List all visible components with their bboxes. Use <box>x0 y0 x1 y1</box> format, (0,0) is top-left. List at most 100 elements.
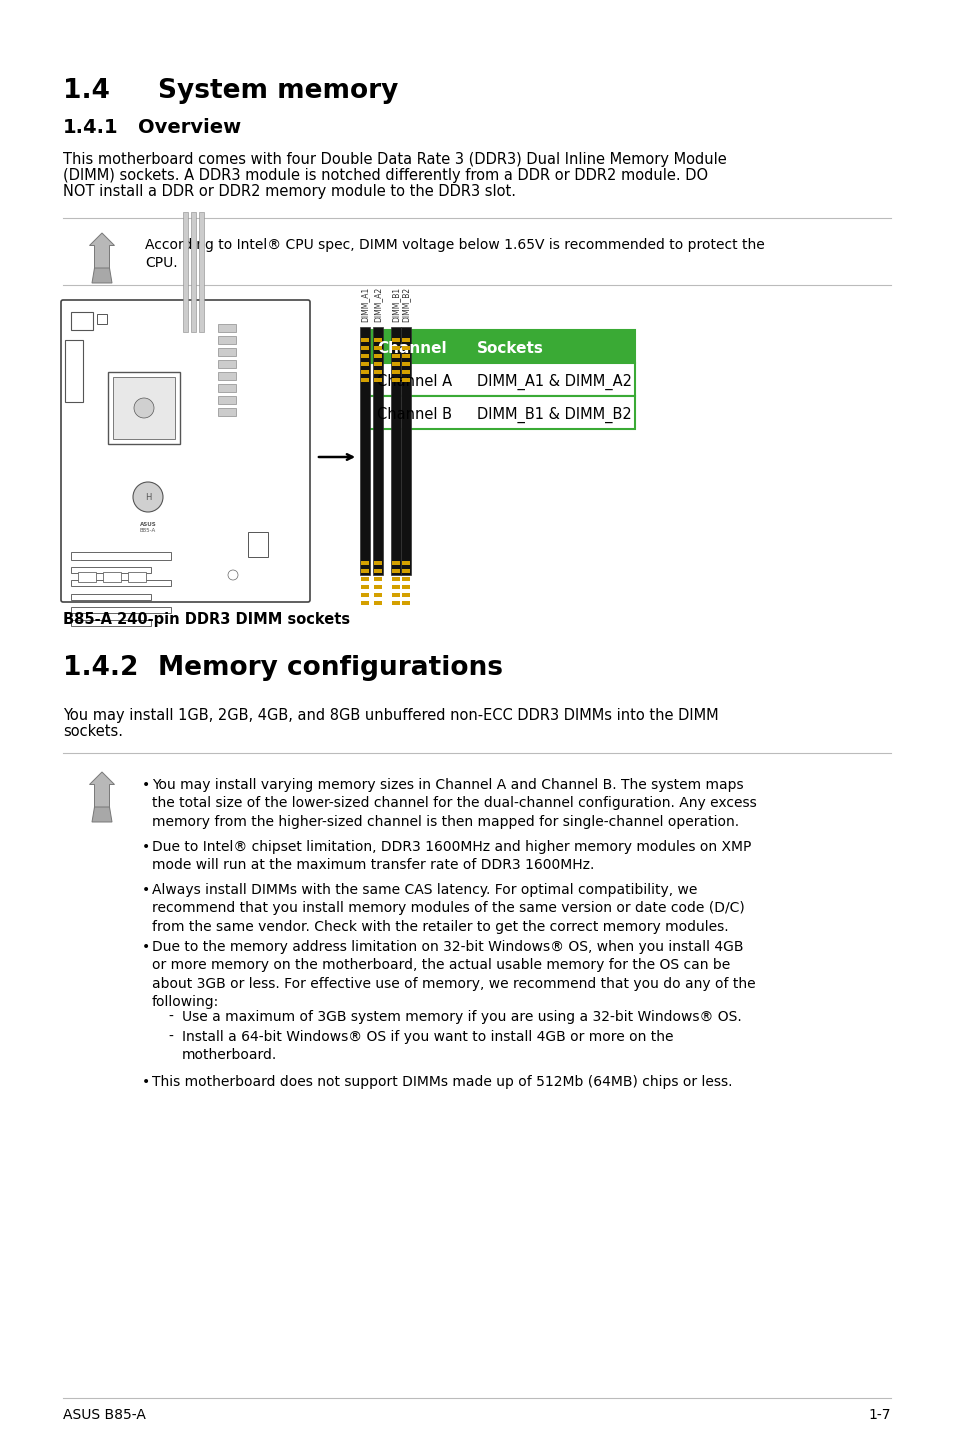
Text: NOT install a DDR or DDR2 memory module to the DDR3 slot.: NOT install a DDR or DDR2 memory module … <box>63 184 516 198</box>
Bar <box>392 601 399 605</box>
Text: Channel B: Channel B <box>376 407 452 421</box>
Bar <box>71 312 92 329</box>
Bar <box>365 329 635 362</box>
Text: DIMM_A2: DIMM_A2 <box>374 286 382 322</box>
Bar <box>360 370 369 374</box>
Bar <box>374 347 381 349</box>
Text: Overview: Overview <box>138 118 241 137</box>
Bar <box>359 326 370 575</box>
Polygon shape <box>90 233 114 270</box>
Bar <box>218 372 235 380</box>
Text: CPU.: CPU. <box>145 256 177 270</box>
Bar <box>400 326 411 575</box>
Text: DIMM_A1 & DIMM_A2: DIMM_A1 & DIMM_A2 <box>476 374 631 390</box>
Bar <box>78 572 96 582</box>
Bar <box>71 620 151 626</box>
Bar <box>401 378 410 383</box>
Bar <box>360 585 369 590</box>
Bar <box>360 347 369 349</box>
Text: B85-A: B85-A <box>140 528 156 533</box>
Bar <box>374 569 381 572</box>
Bar <box>218 408 235 416</box>
Bar <box>392 338 399 342</box>
Bar <box>401 569 410 572</box>
Polygon shape <box>91 807 112 823</box>
Text: Install a 64-bit Windows® OS if you want to install 4GB or more on the
motherboa: Install a 64-bit Windows® OS if you want… <box>182 1030 673 1063</box>
Bar <box>374 362 381 367</box>
Bar <box>218 360 235 368</box>
Bar <box>103 572 121 582</box>
Bar <box>401 561 410 565</box>
Bar <box>97 313 107 324</box>
Bar <box>108 372 180 444</box>
Text: According to Intel® CPU spec, DIMM voltage below 1.65V is recommended to protect: According to Intel® CPU spec, DIMM volta… <box>145 239 764 252</box>
Text: Due to Intel® chipset limitation, DDR3 1600MHz and higher memory modules on XMP
: Due to Intel® chipset limitation, DDR3 1… <box>152 840 751 873</box>
Bar <box>71 552 171 559</box>
Bar <box>392 378 399 383</box>
Bar <box>360 569 369 572</box>
Bar <box>392 347 399 349</box>
Bar <box>71 567 151 572</box>
Bar <box>401 338 410 342</box>
Bar <box>392 561 399 565</box>
Bar <box>392 585 399 590</box>
Bar <box>248 532 268 557</box>
Bar <box>374 378 381 383</box>
Bar <box>71 580 171 587</box>
Text: •: • <box>142 1076 150 1089</box>
Bar <box>401 370 410 374</box>
Bar <box>374 370 381 374</box>
Bar <box>360 561 369 565</box>
Text: You may install varying memory sizes in Channel A and Channel B. The system maps: You may install varying memory sizes in … <box>152 778 756 828</box>
Text: This motherboard does not support DIMMs made up of 512Mb (64MB) chips or less.: This motherboard does not support DIMMs … <box>152 1076 732 1089</box>
FancyBboxPatch shape <box>61 301 310 603</box>
Bar <box>392 370 399 374</box>
Text: System memory: System memory <box>158 78 398 104</box>
Bar <box>183 211 188 332</box>
Text: 1.4.1: 1.4.1 <box>63 118 118 137</box>
Bar <box>218 348 235 357</box>
Bar <box>374 354 381 358</box>
Text: Channel A: Channel A <box>376 374 452 390</box>
Bar <box>401 601 410 605</box>
Text: You may install 1GB, 2GB, 4GB, and 8GB unbuffered non-ECC DDR3 DIMMs into the DI: You may install 1GB, 2GB, 4GB, and 8GB u… <box>63 707 718 723</box>
Bar <box>374 338 381 342</box>
Circle shape <box>228 569 237 580</box>
Text: •: • <box>142 883 150 897</box>
Bar <box>401 592 410 597</box>
Text: Due to the memory address limitation on 32-bit Windows® OS, when you install 4GB: Due to the memory address limitation on … <box>152 940 755 1009</box>
Bar <box>392 592 399 597</box>
Bar <box>401 362 410 367</box>
Text: DIMM_B1: DIMM_B1 <box>391 286 400 322</box>
Text: Memory configurations: Memory configurations <box>158 654 502 682</box>
Bar <box>392 362 399 367</box>
Bar <box>373 326 382 575</box>
Bar <box>374 585 381 590</box>
Bar <box>71 607 171 613</box>
Circle shape <box>132 482 163 512</box>
Text: ASUS B85-A: ASUS B85-A <box>63 1408 146 1422</box>
Bar <box>401 354 410 358</box>
Bar <box>374 577 381 581</box>
Bar <box>360 338 369 342</box>
Text: Always install DIMMs with the same CAS latency. For optimal compatibility, we
re: Always install DIMMs with the same CAS l… <box>152 883 744 933</box>
Text: •: • <box>142 778 150 792</box>
Text: DIMM_B2: DIMM_B2 <box>401 286 410 322</box>
Bar <box>401 585 410 590</box>
Bar <box>360 592 369 597</box>
Text: DIMM_A1: DIMM_A1 <box>360 286 369 322</box>
Bar <box>360 354 369 358</box>
Bar <box>365 395 635 429</box>
Bar <box>71 594 151 600</box>
Bar <box>392 569 399 572</box>
Text: H: H <box>145 492 151 502</box>
Text: Sockets: Sockets <box>476 341 543 357</box>
Bar <box>218 324 235 332</box>
Text: B85-A 240-pin DDR3 DIMM sockets: B85-A 240-pin DDR3 DIMM sockets <box>63 613 350 627</box>
Bar <box>391 326 400 575</box>
Bar <box>218 336 235 344</box>
Bar <box>65 339 83 403</box>
Text: ASUS: ASUS <box>139 522 156 526</box>
Circle shape <box>133 398 153 418</box>
Bar <box>191 211 195 332</box>
